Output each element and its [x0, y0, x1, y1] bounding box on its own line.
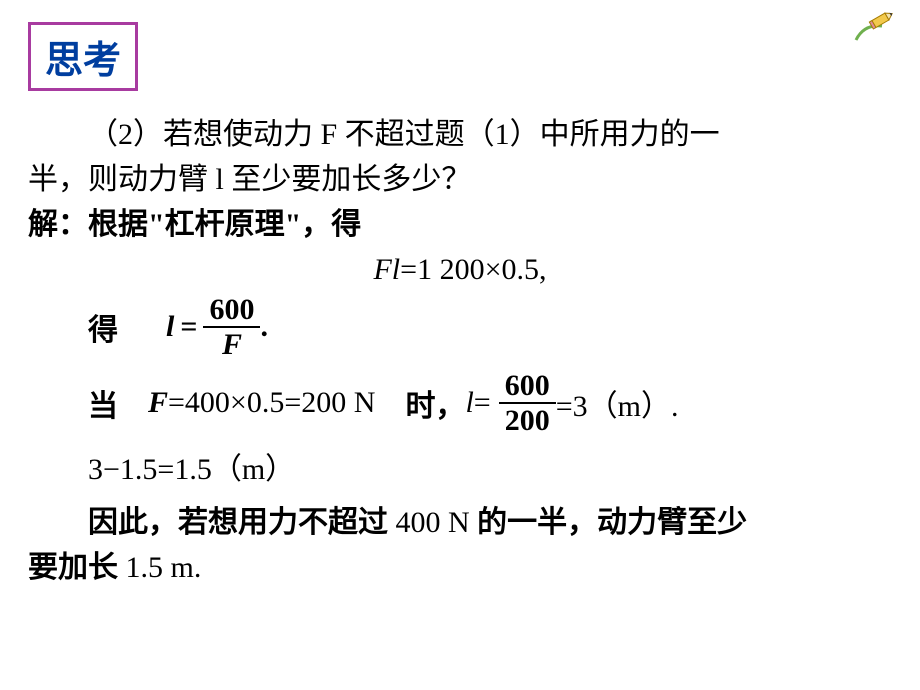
- main-equation: Fl=1 200×0.5,: [28, 253, 892, 287]
- when-tail: 时，: [405, 381, 465, 425]
- problem-line-1: （2）若想使动力 F 不超过题（1）中所用力的一: [28, 112, 892, 157]
- content: （2）若想使动力 F 不超过题（1）中所用力的一 半，则动力臂 l 至少要加长多…: [28, 112, 892, 590]
- diff-line-text: 3−1.5=1.5（m）: [88, 453, 295, 486]
- problem-text-1: （2）若想使动力 F 不超过题（1）中所用力的一: [88, 118, 720, 151]
- conc-1c: 的一半，动力臂至少: [477, 506, 747, 539]
- l-var: l: [166, 310, 174, 344]
- conc-1a: 因此，若想用力不超过: [88, 506, 388, 539]
- l-eq2-rhs: =3（m）.: [556, 381, 679, 425]
- f-var: F: [148, 386, 168, 420]
- conclusion-line-1: 因此，若想用力不超过 400 N 的一半，动力臂至少: [28, 500, 892, 545]
- think-box: 思考: [28, 22, 138, 91]
- get-label: 得: [88, 305, 118, 349]
- eq-main-rest: =1 200×0.5,: [400, 253, 546, 286]
- conc-1b: 400 N: [388, 506, 477, 539]
- frac1-den: F: [203, 328, 260, 361]
- f-expr: =400×0.5=200 N: [168, 386, 375, 420]
- frac2-num: 600: [499, 369, 556, 404]
- frac1-num: 600: [203, 293, 260, 328]
- conc-2a: 要加长: [28, 551, 118, 584]
- solution-header-text: 解：根据"杠杆原理"，得: [28, 208, 361, 241]
- diff-line: 3−1.5=1.5（m）: [28, 447, 892, 492]
- problem-line-2: 半，则动力臂 l 至少要加长多少？: [28, 157, 892, 202]
- l-equation-row: 得 l = 600 F .: [28, 293, 892, 361]
- think-label: 思考: [45, 40, 121, 82]
- solution-header: 解：根据"杠杆原理"，得: [28, 202, 892, 247]
- fraction-1: 600 F: [203, 293, 260, 361]
- conc-2b: 1.5 m.: [118, 551, 201, 584]
- conclusion-line-2: 要加长 1.5 m.: [28, 545, 892, 590]
- when-row: 当 F =400×0.5=200 N 时， l = 600 200 =3（m）.: [28, 369, 892, 437]
- period-1: .: [260, 310, 268, 344]
- eq-sign-1: =: [180, 310, 197, 344]
- frac2-den: 200: [499, 404, 556, 437]
- problem-text-2: 半，则动力臂 l 至少要加长多少？: [28, 163, 471, 196]
- eq-sign-2: =: [474, 386, 491, 420]
- when-label: 当: [88, 381, 118, 425]
- fraction-2: 600 200: [499, 369, 556, 437]
- pencil-icon: [852, 10, 896, 46]
- l-var-2: l: [465, 386, 473, 420]
